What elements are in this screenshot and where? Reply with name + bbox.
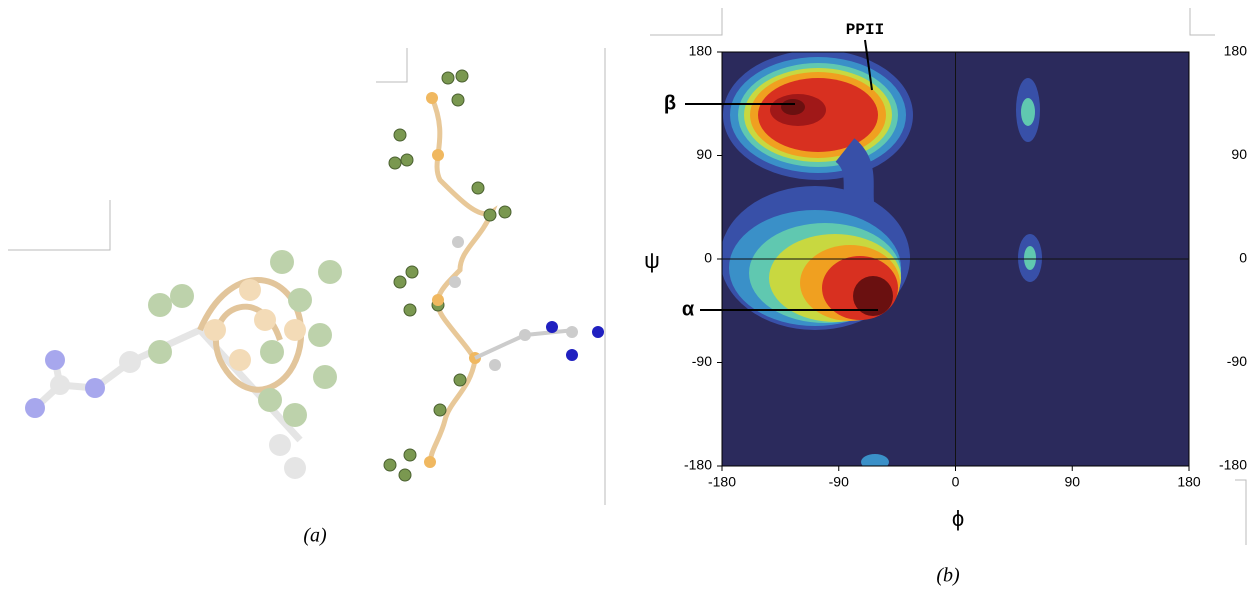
y-tick-label: 0	[704, 250, 712, 266]
y-tick-label-right: 90	[1231, 146, 1247, 162]
caption-a: (a)	[303, 525, 327, 547]
y-tick-label: -180	[684, 457, 712, 473]
annotations	[685, 39, 878, 311]
x-tick-label: 90	[1064, 474, 1080, 490]
molecule-left	[25, 250, 342, 479]
x-tick-label: -180	[708, 474, 736, 490]
y-tick-label: -90	[692, 353, 712, 369]
y-axis-label: ψ	[644, 248, 660, 273]
corner-marks	[8, 8, 1247, 545]
y-tick-label-right: -180	[1219, 457, 1247, 473]
density-contours	[722, 52, 1042, 466]
annotation-alpha: α	[682, 298, 695, 320]
y-tick-label: 90	[696, 146, 712, 162]
y-tick-label-right: -90	[1227, 353, 1247, 369]
caption-b: (b)	[936, 565, 960, 587]
y-tick-label-right: 0	[1239, 250, 1247, 266]
x-tick-label: 0	[952, 474, 960, 490]
annotation-ppii: PPII	[846, 21, 884, 39]
y-tick-label-right: 180	[1224, 43, 1248, 59]
annotation-beta: β	[664, 92, 676, 114]
molecule-right	[383, 69, 604, 482]
y-tick-label: 180	[689, 43, 713, 59]
x-axis-label: ϕ	[952, 506, 964, 531]
x-tick-label: -90	[829, 474, 849, 490]
x-tick-label: 180	[1177, 474, 1201, 490]
